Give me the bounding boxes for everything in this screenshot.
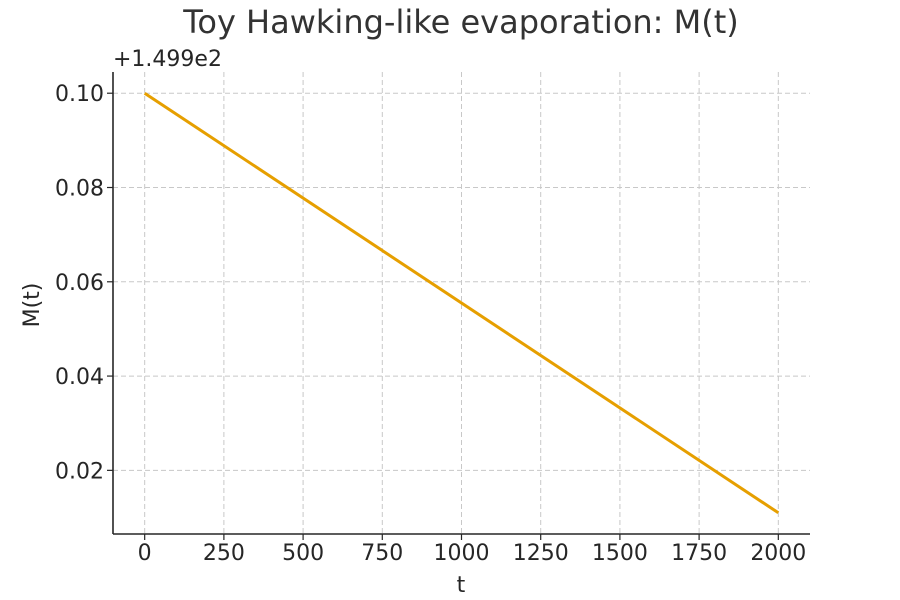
x-tick-label: 750 [361,541,403,566]
series-line-0 [143,91,780,515]
y-tick-label: 0.02 [55,459,104,484]
y-axis-offset-label: +1.499e2 [113,47,222,72]
y-tick-label: 0.04 [55,365,104,390]
x-tick-label: 500 [282,541,324,566]
x-tick-label: 1750 [671,541,727,566]
x-tick-label: 1250 [513,541,569,566]
y-tick-label: 0.10 [55,82,104,107]
x-tick-label: 1500 [592,541,648,566]
y-tick-label: 0.06 [55,271,104,296]
grid [113,72,810,534]
x-axis-ticks: 0 250 500 750 1000 1250 1500 1750 2000 [138,534,806,566]
x-tick-label: 250 [203,541,245,566]
x-tick-label: 0 [138,541,152,566]
y-axis-ticks: 0.02 0.04 0.06 0.08 0.10 [55,82,113,484]
x-tick-label: 2000 [750,541,806,566]
x-tick-label: 1000 [434,541,490,566]
y-axis-label: M(t) [20,283,45,328]
y-tick-label: 0.08 [55,177,104,202]
x-axis-label: t [457,573,466,598]
chart-title: Toy Hawking-like evaporation: M(t) [182,3,739,41]
series-layer [143,91,780,515]
